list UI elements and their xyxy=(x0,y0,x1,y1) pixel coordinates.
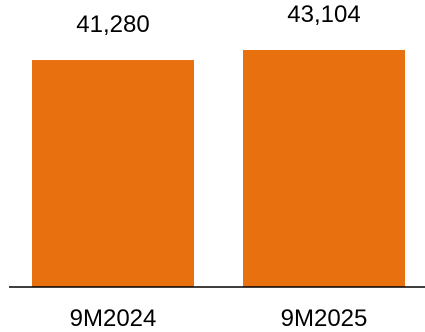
category-label-9m2024: 9M2024 xyxy=(70,305,157,332)
category-label-9m2025: 9M2025 xyxy=(281,305,368,332)
bar-9m2024 xyxy=(32,60,194,287)
value-label-9m2025: 43,104 xyxy=(287,1,360,28)
bar-9m2025 xyxy=(243,50,405,287)
value-label-9m2024: 41,280 xyxy=(76,11,149,38)
value-labels-group: 41,280 43,104 xyxy=(76,1,360,38)
bars-group xyxy=(32,50,405,287)
category-labels-group: 9M2024 9M2025 xyxy=(70,305,368,332)
